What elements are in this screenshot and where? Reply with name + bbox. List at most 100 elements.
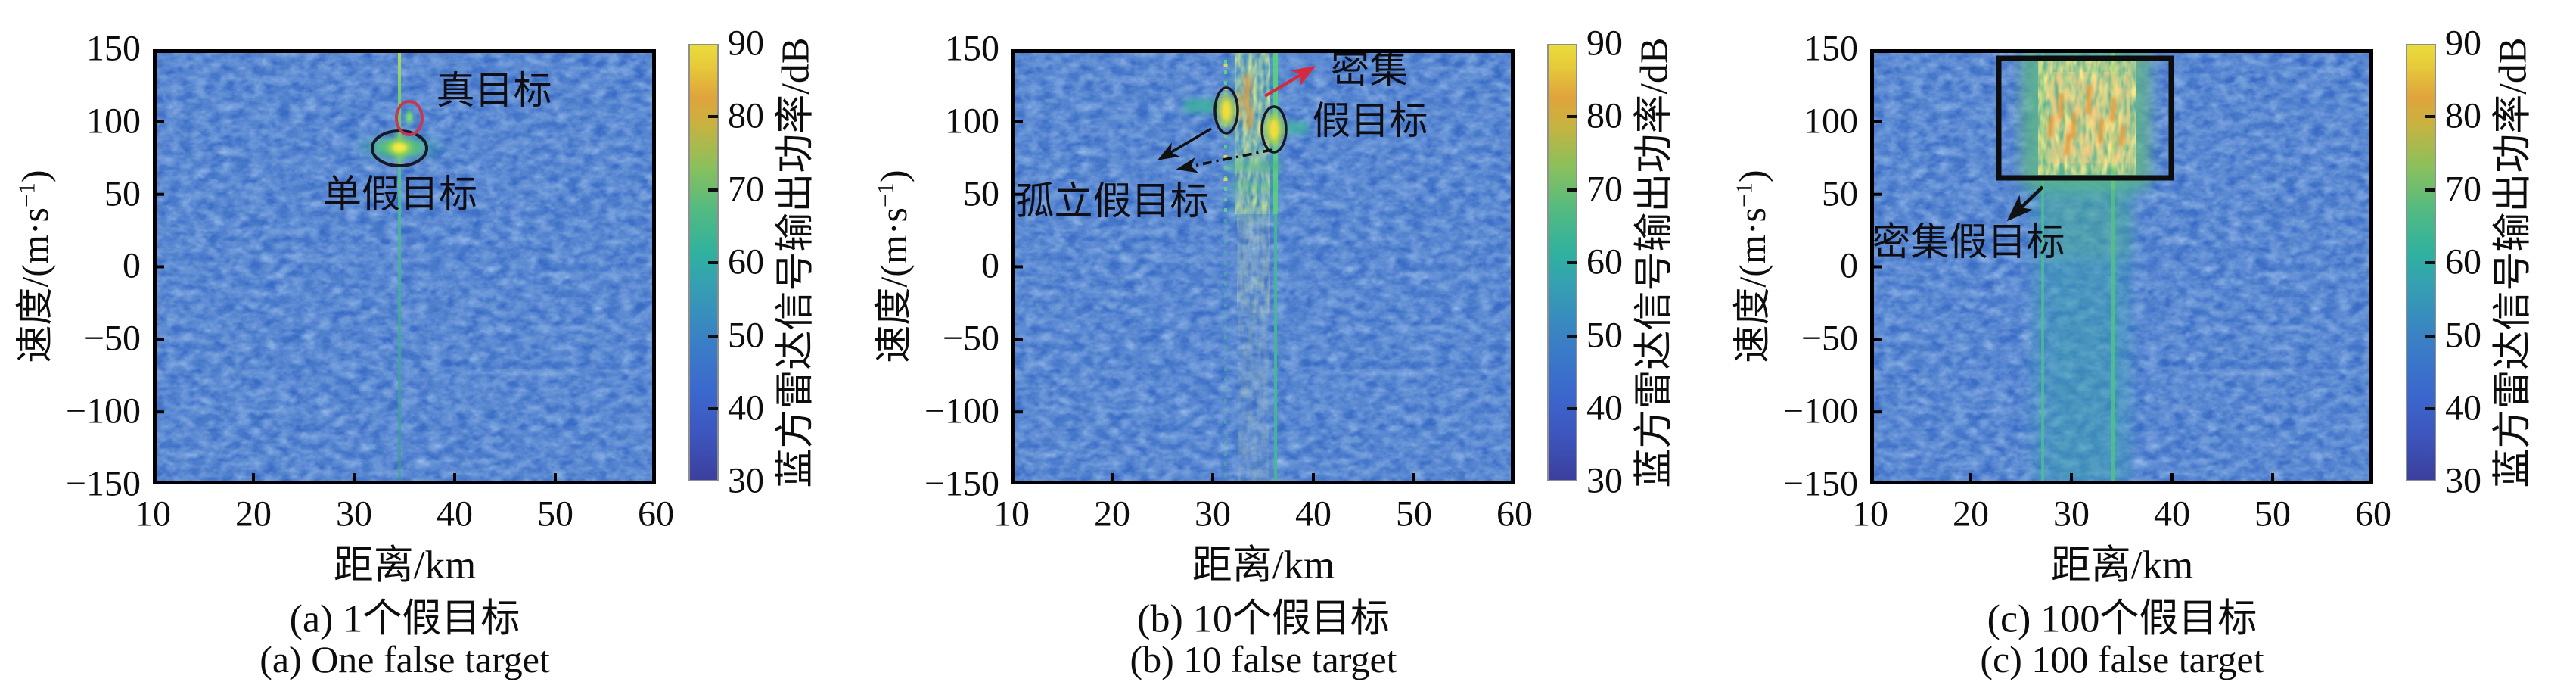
y-tick-label: 100 xyxy=(945,101,999,142)
x-tick-label: 40 xyxy=(1295,494,1332,534)
black-arrow-2 xyxy=(1176,148,1272,173)
caption-en: (a) One false target xyxy=(259,638,550,680)
x-tick-label: 50 xyxy=(537,494,573,534)
y-tick-label: 100 xyxy=(1804,101,1858,142)
solid-jamming-line xyxy=(1274,49,1277,484)
x-tick-label: 50 xyxy=(2254,494,2291,534)
annotation-isolated: 孤立假目标 xyxy=(1015,181,1208,223)
y-tick-label: −150 xyxy=(1782,463,1858,504)
caption-zh: (c) 100个假目标 xyxy=(1987,597,2257,641)
x-tick-label: 40 xyxy=(437,494,473,534)
y-tick-label: −100 xyxy=(65,391,141,431)
y-tick-label: −50 xyxy=(942,318,999,359)
colorbar-tick-label: 30 xyxy=(2445,460,2481,501)
colorbar-tick-label: 60 xyxy=(1586,241,1623,282)
black-arrow xyxy=(2006,185,2044,222)
x-tick-label: 20 xyxy=(1953,494,1989,534)
black-arrow-1 xyxy=(1157,127,1212,160)
true-target-ellipse xyxy=(395,100,424,136)
y-tick-label: −150 xyxy=(924,463,999,504)
isolated-false-target-2 xyxy=(1269,120,1279,139)
colorbar-tick-label: 40 xyxy=(1586,388,1623,428)
y-tick-label: 50 xyxy=(963,173,999,214)
colorbar-tick-label: 60 xyxy=(728,241,764,282)
colorbar-tick-label: 40 xyxy=(728,388,764,428)
colorbar-tick-label: 90 xyxy=(1586,23,1623,64)
x-tick-label: 30 xyxy=(336,494,372,534)
y-tick-label: 50 xyxy=(104,173,141,214)
colorbar-tick-label: 90 xyxy=(728,23,764,64)
y-tick-label: −50 xyxy=(1801,318,1858,359)
panel-a: 速度/(m·s−1) 150 100 50 0 −50 −100 −150 10 20 30 40… xyxy=(0,0,859,682)
plot-border xyxy=(1011,49,1515,484)
colorbar-tick-label: 50 xyxy=(728,315,764,356)
colorbar-label: 蓝方雷达信号输出功率/dB xyxy=(1633,37,1676,488)
colorbar-tick-label: 30 xyxy=(728,460,764,501)
y-tick-label: 50 xyxy=(1822,173,1858,214)
colorbar-tick-label: 80 xyxy=(2445,95,2481,136)
plot-border xyxy=(153,49,656,484)
colorbar-tick-label: 50 xyxy=(1586,315,1623,356)
caption-en: (b) 10 false target xyxy=(1130,638,1397,680)
colorbar-tick-label: 70 xyxy=(1586,169,1623,210)
panel-b: 速度/(m·s−1) 150 100 50 0 −50 −100 −150 10 20 30 40… xyxy=(859,0,1717,682)
x-tick-label: 10 xyxy=(1852,494,1888,534)
x-axis-label: 距离/km xyxy=(2050,543,2194,587)
x-tick-label: 10 xyxy=(993,494,1030,534)
colorbar-tick-label: 30 xyxy=(1586,460,1623,501)
x-tick-label: 20 xyxy=(1094,494,1130,534)
y-tick-label: 150 xyxy=(1804,28,1858,69)
y-tick-label: −100 xyxy=(924,391,999,431)
colorbar-tick-label: 80 xyxy=(1586,95,1623,136)
caption-zh: (b) 10个假目标 xyxy=(1137,597,1390,641)
y-tick-label: 150 xyxy=(86,28,141,69)
isolated-false-target-1 xyxy=(1222,101,1231,120)
x-tick-label: 40 xyxy=(2154,494,2190,534)
jammer-range-line xyxy=(398,49,401,484)
plot-border xyxy=(1870,49,2373,484)
x-tick-label: 30 xyxy=(1195,494,1231,534)
colorbar-label: 蓝方雷达信号输出功率/dB xyxy=(774,37,818,488)
colorbar-tick-label: 80 xyxy=(728,95,764,136)
heatmap-b: 密集 假目标 孤立假目标 xyxy=(1011,49,1515,484)
x-tick-label: 60 xyxy=(1496,494,1533,534)
y-tick-label: −100 xyxy=(1782,391,1858,431)
x-axis-label: 距离/km xyxy=(1192,543,1335,587)
caption-zh: (a) 1个假目标 xyxy=(289,597,520,641)
y-tick-label: −50 xyxy=(83,318,141,359)
colorbar-tick-label: 90 xyxy=(2445,23,2481,64)
red-arrow xyxy=(1263,65,1316,98)
y-tick-label: 150 xyxy=(945,28,999,69)
colorbar-tick-label: 50 xyxy=(2445,315,2481,356)
annotation-dense: 密集假目标 xyxy=(1872,222,2065,264)
annotation-true-target: 真目标 xyxy=(436,70,552,113)
x-tick-label: 30 xyxy=(2053,494,2090,534)
x-tick-label: 20 xyxy=(235,494,272,534)
heatmap-a: 真目标 单假目标 xyxy=(153,49,656,484)
y-tick-label: −150 xyxy=(65,463,141,504)
y-tick-label: 100 xyxy=(86,101,141,142)
colorbar-tick-label: 70 xyxy=(728,169,764,210)
caption-en: (c) 100 false target xyxy=(1980,638,2264,680)
dense-target-rectangle xyxy=(1996,55,2174,181)
x-tick-label: 10 xyxy=(135,494,171,534)
y-tick-label: 0 xyxy=(1840,245,1858,286)
orange-streaks xyxy=(2048,85,2125,156)
annotation-dense-line2: 假目标 xyxy=(1312,101,1428,143)
x-tick-label: 60 xyxy=(638,494,674,534)
y-tick-label: 0 xyxy=(123,245,141,286)
heatmap-c: 密集假目标 xyxy=(1870,49,2373,484)
x-tick-label: 60 xyxy=(2355,494,2391,534)
x-tick-label: 50 xyxy=(1396,494,1432,534)
x-axis-label: 距离/km xyxy=(333,543,477,587)
annotation-dense-line1: 密集 xyxy=(1331,49,1408,92)
isolated-target-ellipse-2 xyxy=(1260,105,1288,154)
annotation-single-false-target: 单假目标 xyxy=(323,174,477,216)
isolated-target-ellipse-1 xyxy=(1213,86,1239,135)
y-tick-label: 0 xyxy=(981,245,999,286)
colorbar-label: 蓝方雷达信号输出功率/dB xyxy=(2491,37,2535,488)
colorbar-tick-label: 70 xyxy=(2445,169,2481,210)
colorbar-tick-label: 40 xyxy=(2445,388,2481,428)
panel-c: 速度/(m·s−1) 150 100 50 0 −50 −100 −150 10 20 30 40… xyxy=(1717,0,2576,682)
